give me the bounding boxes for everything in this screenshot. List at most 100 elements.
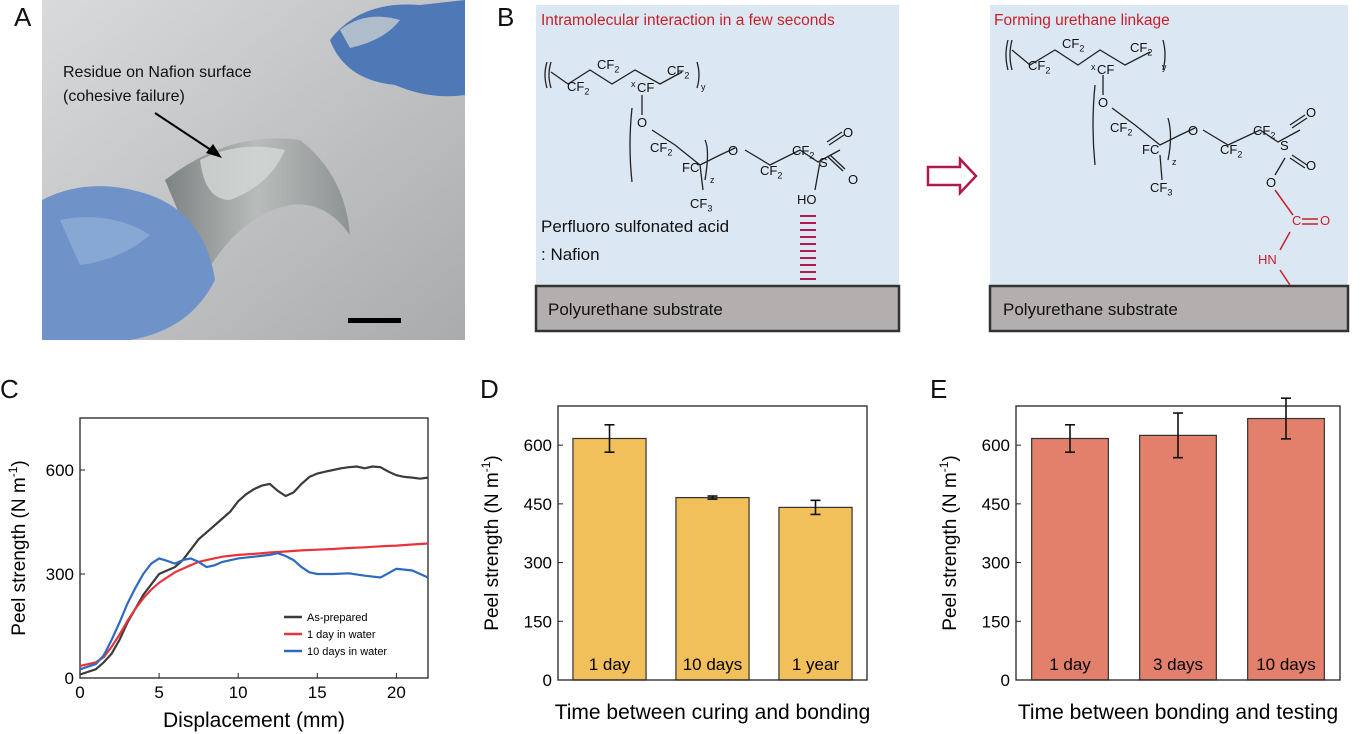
bar-1 (1139, 434, 1217, 681)
x-tick-label-2: 10 (229, 683, 248, 702)
legend-label-0: As-prepared (307, 612, 368, 624)
y-tick-label-0: 0 (65, 669, 74, 688)
y-tick-label-2: 600 (46, 461, 74, 480)
right-scheme-title: Forming urethane linkage (994, 12, 1170, 29)
panel-label-a: A (14, 2, 32, 32)
right-hn: HN (1258, 252, 1277, 267)
left-cf2-a: CF2 (567, 79, 590, 97)
reaction-arrow-icon (926, 155, 978, 197)
right-o1: O (1098, 95, 1109, 110)
photo-annotation-line1: Residue on Nafion surface (63, 64, 252, 81)
x-tick-label-3: 15 (308, 683, 327, 702)
bar-label-2: 1 year (792, 655, 840, 674)
y-tick-label-1: 150 (524, 612, 552, 631)
right-o2: O (1188, 123, 1199, 138)
plot-frame (79, 417, 429, 679)
left-ho: HO (797, 192, 817, 207)
residue-area (200, 146, 285, 200)
photo-annotation: Residue on Nafion surface (cohesive fail… (63, 61, 252, 109)
y-axis-title: Peel strength (N m-1) (479, 455, 503, 630)
hydrogen-bond-dashes (800, 215, 816, 280)
bar-label-1: 10 days (683, 655, 743, 674)
right-structure-bonds (1005, 39, 1308, 181)
y-tick-label-0: 0 (1001, 671, 1010, 690)
legend-label-1: 1 day in water (307, 629, 376, 641)
right-y: y (1162, 62, 1167, 72)
left-o1: O (637, 115, 648, 130)
left-cf2-b: CF2 (597, 57, 620, 75)
right-o4: O (1306, 158, 1317, 173)
bar-label-2: 10 days (1256, 655, 1316, 674)
right-cf2-b: CF2 (1062, 36, 1085, 54)
right-cf2-c: CF2 (1130, 40, 1153, 58)
bar-label-0: 1 day (1049, 655, 1091, 674)
y-tick-label-2: 300 (524, 554, 552, 573)
x-axis-title: Time between curing and bonding (555, 701, 871, 724)
left-fc: FC (682, 160, 700, 175)
glove-highlight (60, 217, 150, 265)
left-z: z (710, 175, 715, 185)
y-tick-label-0: 0 (543, 671, 552, 690)
nafion-label: Perfluoro sulfonated acid : Nafion (541, 213, 729, 269)
left-o3: O (843, 125, 854, 140)
x-tick-label-4: 20 (387, 683, 406, 702)
right-z: z (1172, 157, 1177, 167)
photo-annotation-line2: (cohesive failure) (63, 88, 185, 105)
bar-0 (1031, 437, 1109, 681)
right-s: S (1280, 138, 1289, 153)
y-axis-title: Peel strength (N m-1) (937, 455, 961, 630)
y-tick-label-2: 300 (982, 554, 1010, 573)
series-line-2 (79, 552, 429, 671)
right-cf2-d: CF2 (1110, 120, 1133, 138)
left-cf2-d: CF2 (650, 140, 673, 158)
y-tick-label-4: 600 (524, 436, 552, 455)
right-cf2-f: CF2 (1253, 123, 1276, 141)
right-cf3: CF3 (1150, 180, 1173, 198)
left-cf2-f: CF2 (792, 143, 815, 161)
right-substrate (988, 284, 1350, 333)
right-o3: O (1306, 105, 1317, 120)
left-cf: CF (637, 80, 655, 95)
x-tick-label-0: 0 (75, 683, 84, 702)
plot-frame (1015, 405, 1341, 681)
nafion-label-line1: Perfluoro sulfonated acid (541, 217, 730, 236)
panel-label-d: D (480, 374, 499, 404)
left-y: y (701, 82, 706, 92)
peeled-film-edge (340, 16, 400, 48)
right-substrate-label: Polyurethane substrate (1003, 300, 1178, 319)
urethane-bonds (1274, 189, 1318, 286)
bar-label-1: 3 days (1153, 655, 1203, 674)
right-cf2-a: CF2 (1028, 58, 1051, 76)
left-o2: O (728, 143, 739, 158)
left-cf2-c: CF2 (667, 63, 690, 81)
y-tick-label-4: 600 (982, 436, 1010, 455)
y-tick-label-3: 450 (982, 495, 1010, 514)
legend-label-2: 10 days in water (307, 646, 387, 658)
left-substrate (534, 284, 901, 333)
right-o6: O (1320, 213, 1331, 228)
y-tick-label-1: 300 (46, 565, 74, 584)
x-axis-title: Time between bonding and testing (1018, 701, 1338, 724)
right-cf2-e: CF2 (1220, 142, 1243, 160)
left-cf3: CF3 (690, 196, 713, 214)
left-s: S (819, 155, 828, 170)
left-o4: O (848, 172, 859, 187)
bar-1 (675, 496, 750, 681)
panel-label-c: C (0, 374, 19, 404)
right-scheme-bg (990, 5, 1348, 327)
annotation-arrowhead (206, 144, 222, 158)
bar-2 (1247, 417, 1325, 681)
series-line-0 (79, 465, 429, 676)
nafion-label-line2: : Nafion (541, 245, 600, 264)
annotation-arrow (154, 112, 215, 153)
y-tick-label-3: 450 (524, 495, 552, 514)
left-x: x (631, 79, 636, 89)
x-tick-label-1: 5 (154, 683, 163, 702)
right-cf: CF (1097, 62, 1115, 77)
right-fc: FC (1142, 142, 1160, 157)
scale-bar (348, 318, 401, 323)
